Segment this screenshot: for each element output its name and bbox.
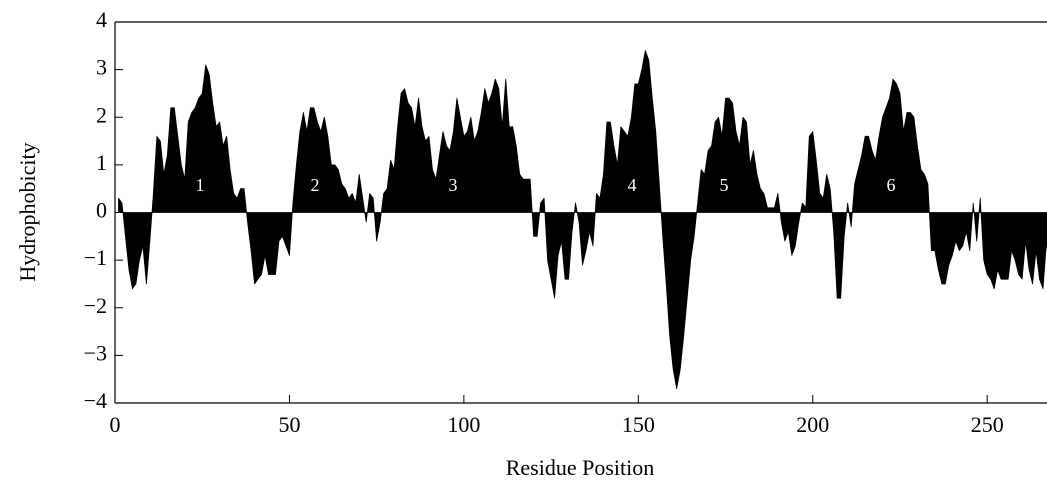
segment-label: 4: [628, 175, 637, 195]
x-tick-label: 50: [278, 412, 300, 437]
segment-label: 5: [720, 175, 729, 195]
y-tick-label: −1: [84, 245, 107, 270]
y-tick-label: 4: [96, 7, 107, 32]
y-tick-label: 0: [96, 198, 107, 223]
y-tick-label: 3: [96, 55, 107, 80]
segment-label: 3: [449, 175, 458, 195]
y-tick-label: −2: [84, 293, 107, 318]
x-tick-label: 200: [796, 412, 829, 437]
y-tick-label: 1: [96, 150, 107, 175]
x-tick-label: 100: [447, 412, 480, 437]
segment-label: 6: [887, 175, 896, 195]
y-axis-label: Hydrophobicity: [15, 142, 40, 281]
x-tick-label: 250: [971, 412, 1004, 437]
segment-label: 1: [196, 175, 205, 195]
x-tick-label: 150: [622, 412, 655, 437]
x-axis-label: Residue Position: [506, 455, 655, 480]
x-tick-label: 0: [110, 412, 121, 437]
hydrophobicity-area: [118, 50, 1047, 390]
y-tick-label: −3: [84, 340, 107, 365]
segment-label: 2: [311, 175, 320, 195]
y-tick-label: −4: [84, 388, 107, 413]
y-tick-label: 2: [96, 102, 107, 127]
